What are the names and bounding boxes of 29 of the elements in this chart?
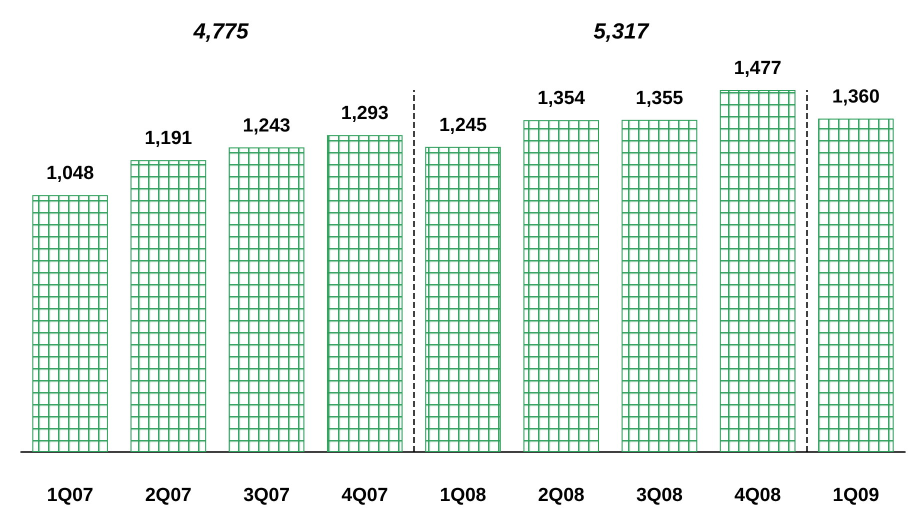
bar xyxy=(326,135,403,452)
x-tick-label: 3Q07 xyxy=(243,485,290,506)
x-tick-label: 2Q08 xyxy=(538,485,584,506)
text: 5,317 xyxy=(593,18,650,44)
bar xyxy=(32,195,108,452)
data-label: 1,354 xyxy=(537,88,586,110)
data-label: 1,355 xyxy=(636,88,684,109)
bar xyxy=(523,120,600,452)
x-tick-label: 3Q08 xyxy=(636,485,683,506)
data-label: 1,293 xyxy=(341,103,389,124)
x-tick-label: 1Q07 xyxy=(46,485,94,506)
x-tick-label: 1Q08 xyxy=(440,485,486,506)
data-label: 1,477 xyxy=(734,58,782,79)
bar xyxy=(425,146,501,452)
text: 4,775 xyxy=(192,18,250,44)
data-label: 1,243 xyxy=(242,115,290,136)
bar xyxy=(130,160,206,452)
data-label: 1,245 xyxy=(439,114,488,136)
bar xyxy=(818,118,894,452)
x-tick-label: 4Q07 xyxy=(342,485,388,506)
data-label: 1,191 xyxy=(144,128,193,150)
x-tick-label: 1Q09 xyxy=(832,485,880,506)
x-tick-label: 2Q07 xyxy=(145,485,192,506)
bar xyxy=(622,120,698,452)
bar xyxy=(228,147,304,452)
data-label: 1,360 xyxy=(832,86,880,108)
x-tick-label: 4Q08 xyxy=(734,485,781,506)
data-label: 1,048 xyxy=(46,163,94,184)
bar xyxy=(720,90,796,452)
